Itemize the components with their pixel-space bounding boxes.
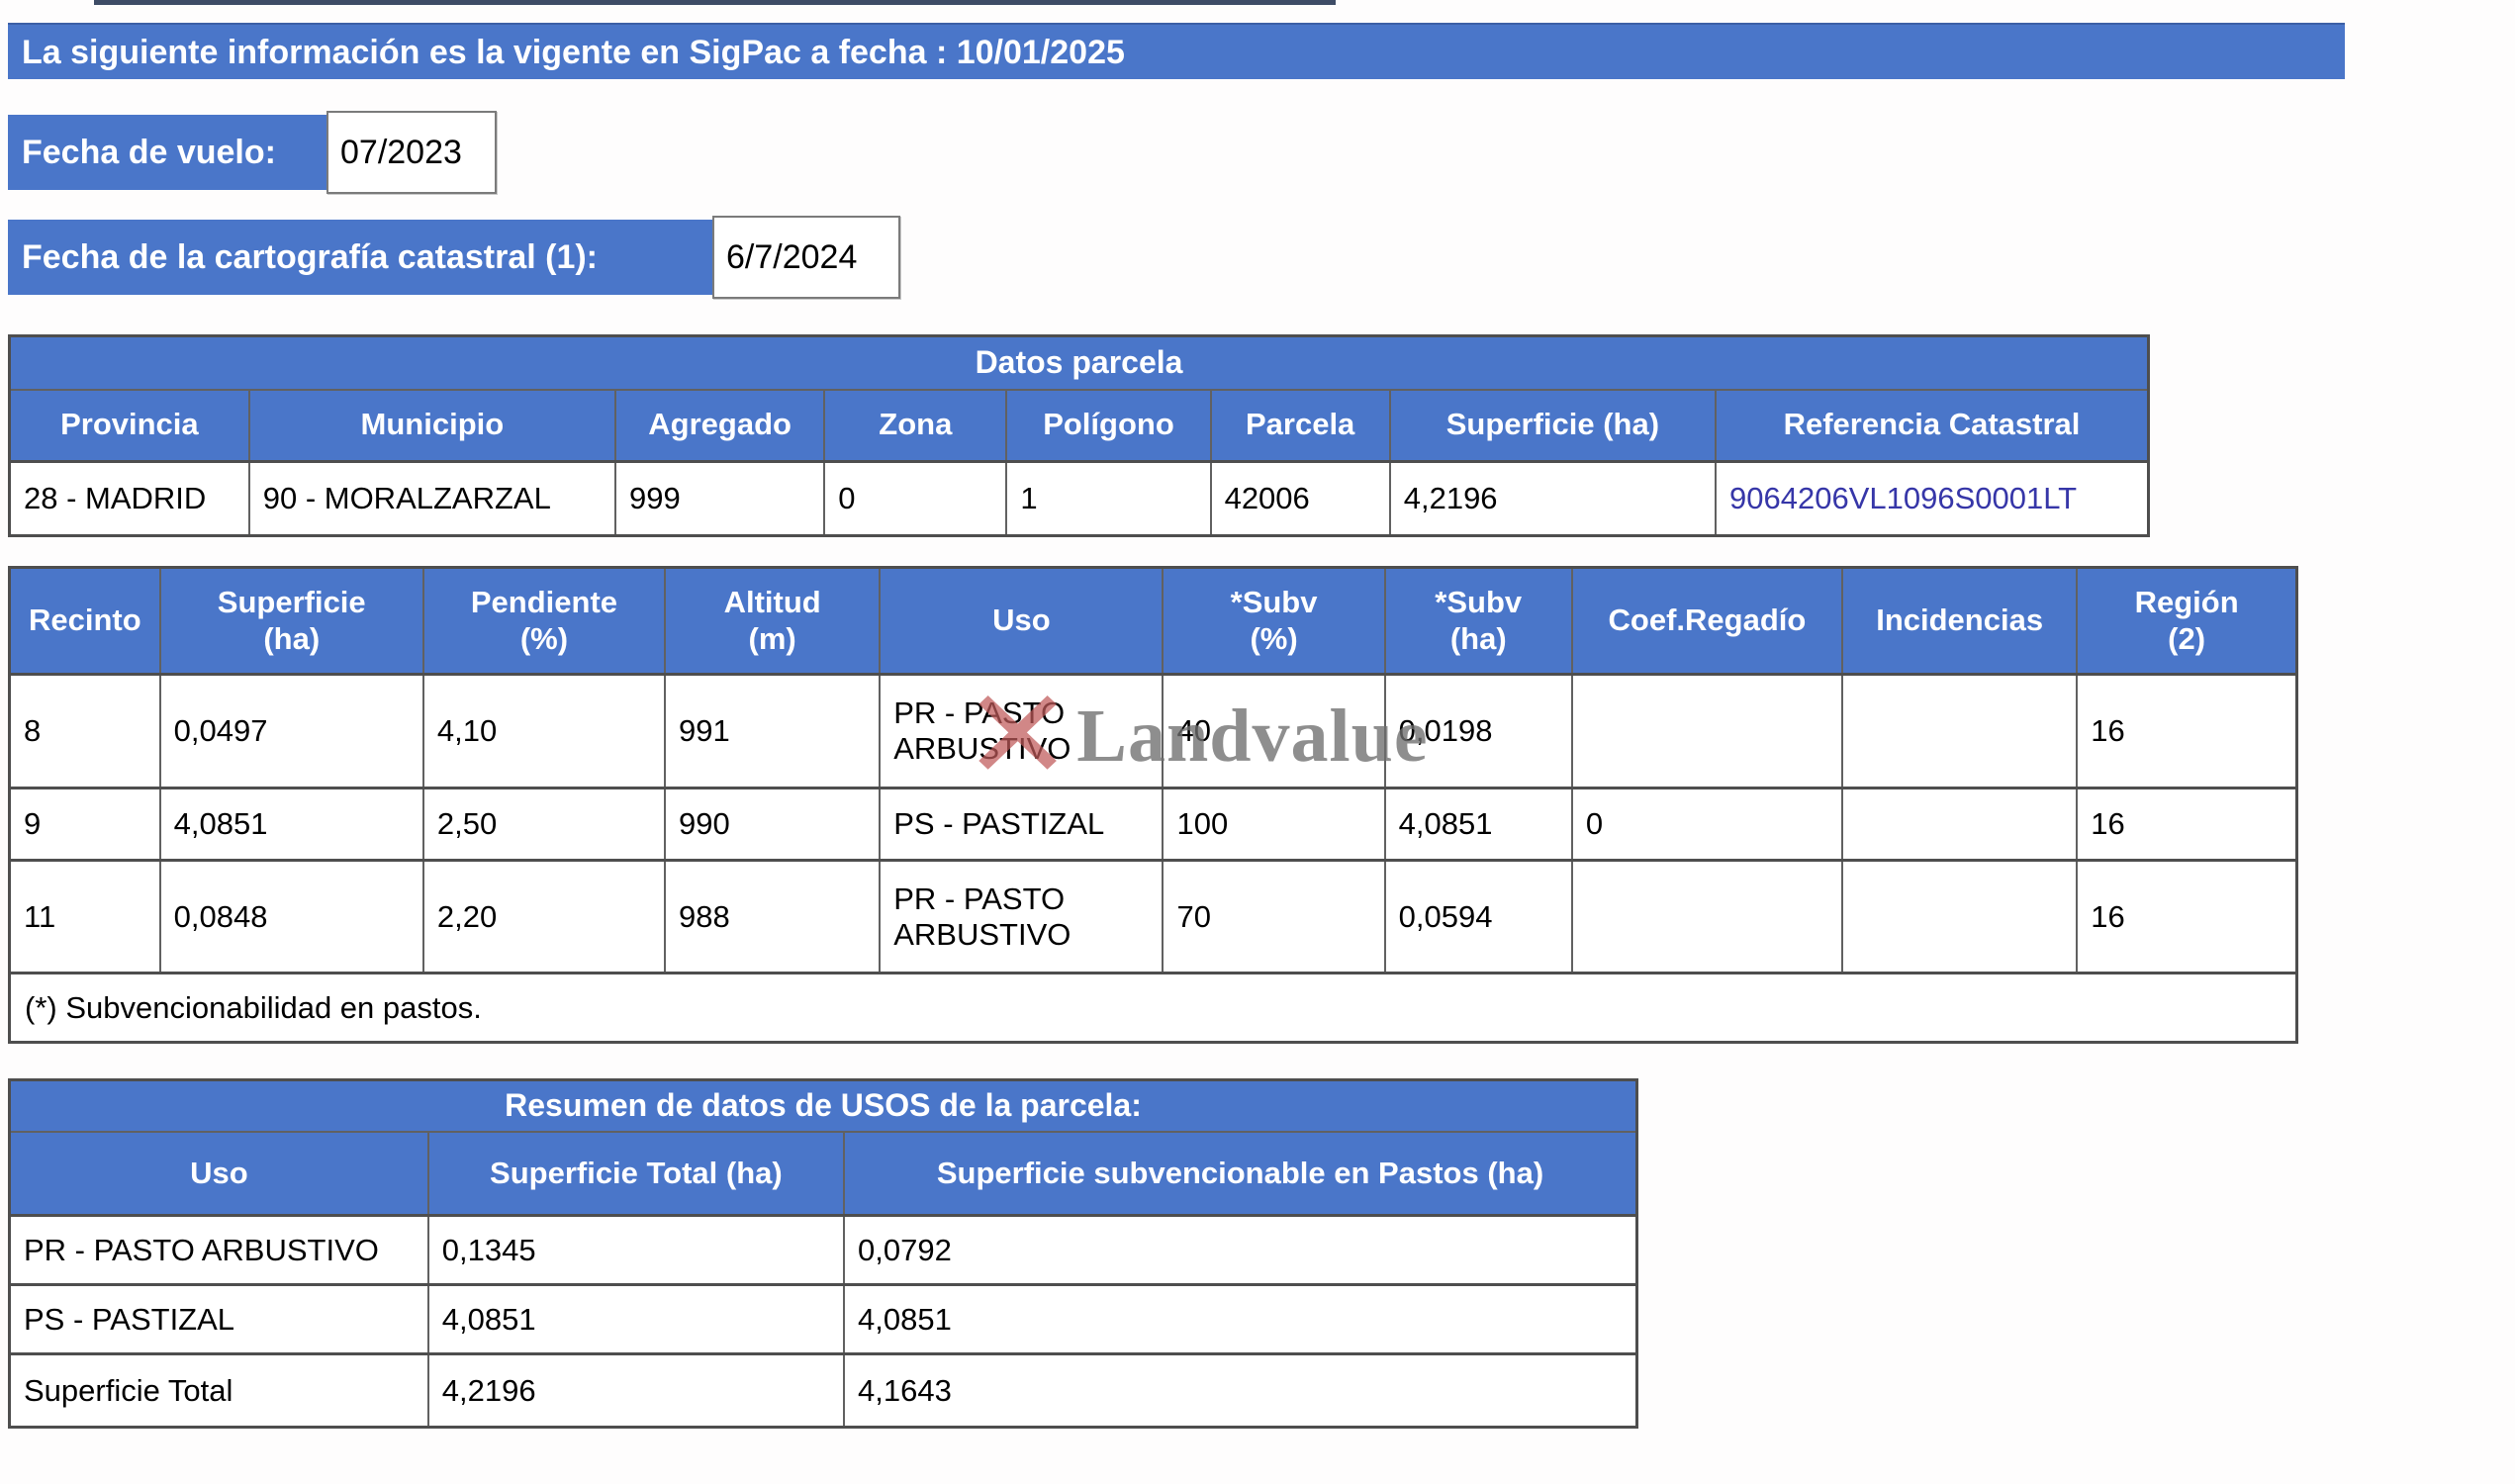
datos-parcela-row: 28 - MADRID 90 - MORALZARZAL 999 0 1 420… bbox=[8, 460, 2150, 537]
datos-parcela-table: Datos parcela Provincia Municipio Agrega… bbox=[8, 334, 2150, 537]
column-header-municipio: Municipio bbox=[247, 388, 617, 463]
column-header-incidencias: Incidencias bbox=[1841, 566, 2079, 676]
cell-region: 16 bbox=[2076, 787, 2298, 862]
cropped-top-bar-artifact bbox=[94, 0, 1336, 5]
cell-altitud: 991 bbox=[664, 673, 882, 789]
cell-coef-regadio bbox=[1570, 673, 1844, 789]
cell-subv-pct: 70 bbox=[1162, 859, 1386, 974]
cell-municipio: 90 - MORALZARZAL bbox=[247, 460, 617, 537]
column-header-subv-ha: *Subv (ha) bbox=[1383, 566, 1573, 676]
cell-altitud: 990 bbox=[664, 787, 882, 862]
column-header-coef-regadio: Coef.Regadío bbox=[1570, 566, 1844, 676]
column-header-region: Región (2) bbox=[2076, 566, 2298, 676]
recinto-row-8: 8 0,0497 4,10 991 PR - PASTO ARBUSTIVO 4… bbox=[8, 673, 2298, 789]
resumen-row-total: Superficie Total 4,2196 4,1643 bbox=[8, 1352, 1638, 1429]
column-header-superficie-ha: Superficie (ha) bbox=[158, 566, 424, 676]
column-header-agregado: Agregado bbox=[614, 388, 826, 463]
cell-coef-regadio: 0 bbox=[1570, 787, 1844, 862]
datos-parcela-title: Datos parcela bbox=[8, 334, 2150, 391]
cell-parcela: 42006 bbox=[1209, 460, 1391, 537]
column-header-provincia: Provincia bbox=[8, 388, 250, 463]
cell-subv-ha: 4,0851 bbox=[1383, 787, 1573, 862]
cell-subv-ha: 0,0594 bbox=[1383, 859, 1573, 974]
cell-subv-pct: 40 bbox=[1162, 673, 1386, 789]
cell-uso: PS - PASTIZAL bbox=[8, 1283, 429, 1355]
referencia-catastral-link[interactable]: 9064206VL1096S0001LT bbox=[1729, 481, 2078, 516]
cell-superficie-total: 4,2196 bbox=[426, 1352, 846, 1429]
cell-superficie-subvencionable: 4,0851 bbox=[843, 1283, 1638, 1355]
cell-provincia: 28 - MADRID bbox=[8, 460, 250, 537]
cell-pendiente: 2,50 bbox=[421, 787, 667, 862]
cell-region: 16 bbox=[2076, 859, 2298, 974]
cell-superficie-total: 4,0851 bbox=[426, 1283, 846, 1355]
cell-superficie: 4,2196 bbox=[1388, 460, 1718, 537]
cell-incidencias bbox=[1841, 859, 2079, 974]
fecha-vuelo-value: 07/2023 bbox=[326, 111, 497, 194]
cell-recinto: 9 bbox=[8, 787, 161, 862]
resumen-row-ps: PS - PASTIZAL 4,0851 4,0851 bbox=[8, 1283, 1638, 1355]
column-header-zona: Zona bbox=[823, 388, 1008, 463]
cell-uso: PR - PASTO ARBUSTIVO bbox=[879, 673, 1164, 789]
cell-superficie: 4,0851 bbox=[158, 787, 424, 862]
column-header-superficie-subvencionable: Superficie subvencionable en Pastos (ha) bbox=[843, 1130, 1638, 1217]
column-header-subv-pct: *Subv (%) bbox=[1162, 566, 1386, 676]
cell-poligono: 1 bbox=[1005, 460, 1212, 537]
fecha-cartografia-value: 6/7/2024 bbox=[712, 216, 900, 299]
cell-recinto: 8 bbox=[8, 673, 161, 789]
cell-agregado: 999 bbox=[614, 460, 826, 537]
cell-region: 16 bbox=[2076, 673, 2298, 789]
cell-superficie-subvencionable: 4,1643 bbox=[843, 1352, 1638, 1429]
cell-pendiente: 4,10 bbox=[421, 673, 667, 789]
resumen-title: Resumen de datos de USOS de la parcela: bbox=[8, 1078, 1638, 1133]
column-header-parcela: Parcela bbox=[1209, 388, 1391, 463]
cell-uso: PR - PASTO ARBUSTIVO bbox=[879, 859, 1164, 974]
cell-incidencias bbox=[1841, 673, 2079, 789]
fecha-vuelo-label: Fecha de vuelo: bbox=[8, 115, 326, 190]
column-header-altitud: Altitud (m) bbox=[664, 566, 882, 676]
cell-incidencias bbox=[1841, 787, 2079, 862]
cell-subv-ha: 0,0198 bbox=[1383, 673, 1573, 789]
cell-coef-regadio bbox=[1570, 859, 1844, 974]
resumen-row-pr: PR - PASTO ARBUSTIVO 0,1345 0,0792 bbox=[8, 1214, 1638, 1286]
subvencionabilidad-footnote: (*) Subvencionabilidad en pastos. bbox=[8, 972, 2298, 1044]
cell-superficie: 0,0848 bbox=[158, 859, 424, 974]
column-header-poligono: Polígono bbox=[1005, 388, 1212, 463]
cell-uso: PR - PASTO ARBUSTIVO bbox=[8, 1214, 429, 1286]
column-header-pendiente: Pendiente (%) bbox=[421, 566, 667, 676]
cell-superficie-total: 0,1345 bbox=[426, 1214, 846, 1286]
column-header-uso: Uso bbox=[879, 566, 1164, 676]
cell-subv-pct: 100 bbox=[1162, 787, 1386, 862]
column-header-superficie: Superficie (ha) bbox=[1388, 388, 1718, 463]
column-header-superficie-total: Superficie Total (ha) bbox=[426, 1130, 846, 1217]
cell-superficie-subvencionable: 0,0792 bbox=[843, 1214, 1638, 1286]
cell-altitud: 988 bbox=[664, 859, 882, 974]
fecha-cartografia-label: Fecha de la cartografía catastral (1): bbox=[8, 220, 712, 295]
column-header-referencia: Referencia Catastral bbox=[1715, 388, 2150, 463]
cell-superficie: 0,0497 bbox=[158, 673, 424, 789]
cell-uso: PS - PASTIZAL bbox=[879, 787, 1164, 862]
resumen-usos-table: Resumen de datos de USOS de la parcela: … bbox=[8, 1078, 1638, 1430]
recinto-row-11: 11 0,0848 2,20 988 PR - PASTO ARBUSTIVO … bbox=[8, 859, 2298, 974]
cell-zona: 0 bbox=[823, 460, 1008, 537]
column-header-uso: Uso bbox=[8, 1130, 429, 1217]
recintos-table: Recinto Superficie (ha) Pendiente (%) Al… bbox=[8, 566, 2298, 1044]
cell-recinto: 11 bbox=[8, 859, 161, 974]
cell-pendiente: 2,20 bbox=[421, 859, 667, 974]
cell-uso: Superficie Total bbox=[8, 1352, 429, 1429]
column-header-recinto: Recinto bbox=[8, 566, 161, 676]
sigpac-date-banner: La siguiente información es la vigente e… bbox=[8, 23, 2345, 79]
recinto-row-9: 9 4,0851 2,50 990 PS - PASTIZAL 100 4,08… bbox=[8, 787, 2298, 862]
